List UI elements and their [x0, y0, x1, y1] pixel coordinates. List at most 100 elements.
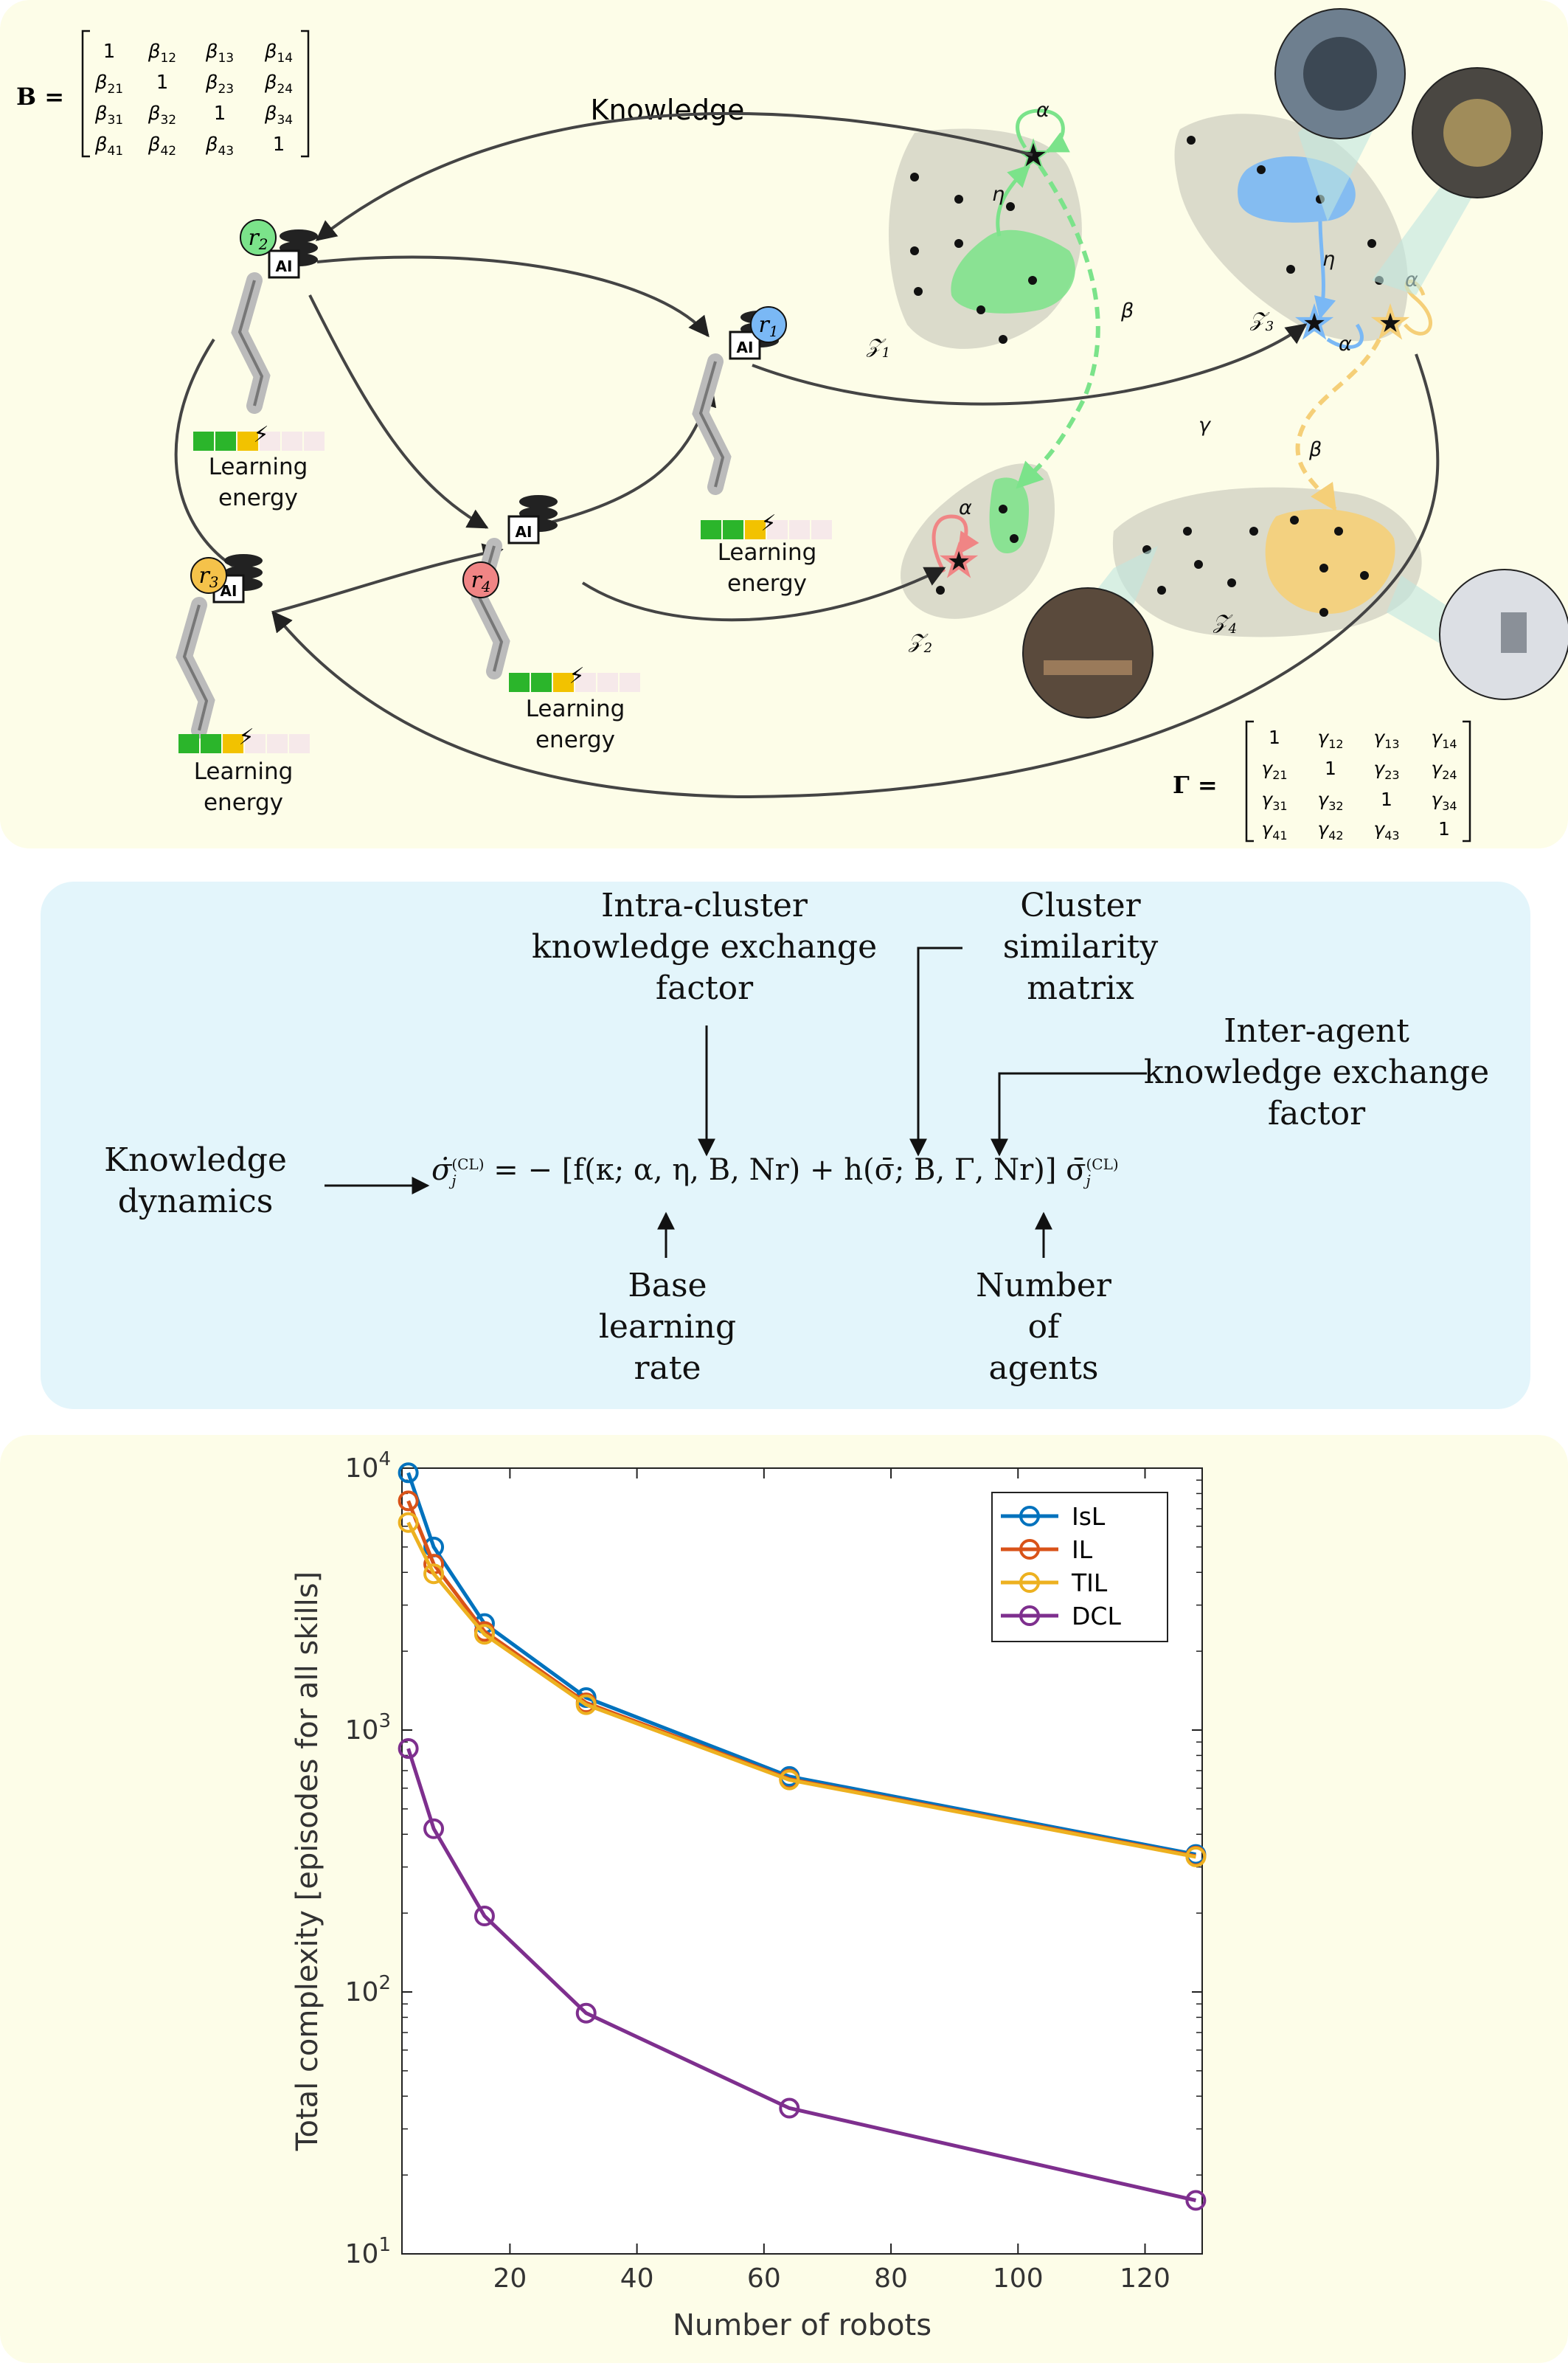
energy-segment: [811, 520, 832, 539]
point: [1319, 608, 1328, 617]
y-axis-label: Total complexity [episodes for all skill…: [291, 1571, 325, 2151]
y-tick-label: 101: [345, 2234, 391, 2269]
y-tick-label: 102: [345, 1972, 391, 2007]
label-line: of: [1027, 1308, 1060, 1346]
point: [1319, 564, 1328, 573]
gamma-label: γ: [1198, 414, 1212, 437]
label-base-learning-rate: Base learning rate: [557, 1265, 778, 1389]
equation-arrows: [325, 947, 1147, 1258]
matrix-b-name: B =: [16, 83, 64, 111]
matrix-gamma-entry: 1: [1381, 789, 1392, 810]
skill-region-green: [951, 229, 1075, 314]
data-point-DCL: [779, 2097, 800, 2119]
point: [1227, 578, 1236, 587]
matrix-b-entry: β31: [94, 103, 123, 128]
flow-r4-to-z2: [581, 567, 946, 622]
knowledge-network-panel: B = 1 β12 β13 β14 β21 1 β23 β24 β31 β32 1 β34 β41 β42…: [0, 0, 1568, 848]
label-knowledge-dynamics: Knowledge dynamics: [85, 1140, 306, 1222]
label-intra-cluster: Intra-cluster knowledge exchange factor: [513, 885, 896, 1009]
legend-marker: [1019, 1572, 1040, 1593]
energy-segment: [237, 432, 258, 451]
energy-label-line1: Learning: [193, 758, 294, 785]
label-line: learning: [598, 1308, 737, 1346]
data-point-DCL: [1185, 2190, 1207, 2211]
point: [910, 246, 919, 255]
beta-arrow-z1-z2: [1016, 165, 1100, 489]
energy-segment: [223, 734, 243, 753]
matrix-gamma-entry: γ21: [1261, 758, 1287, 782]
robot-arm-outline: [698, 361, 725, 488]
lightning-icon: ⚡: [253, 422, 268, 448]
equation-body: = − [f(κ; α, η, B, Nr) + h(σ̄; B, Γ, Nr)…: [493, 1153, 1086, 1187]
alpha-label: α: [1036, 99, 1050, 122]
legend-marker: [1019, 1539, 1040, 1560]
point: [914, 287, 923, 296]
matrix-b-entry: β34: [264, 103, 293, 128]
point: [1249, 527, 1258, 536]
label-line: factor: [1267, 1095, 1366, 1132]
label-number-of-agents: Number of agents: [933, 1265, 1154, 1389]
matrix-gamma-entry: 1: [1325, 758, 1336, 779]
label-line: Cluster: [1020, 887, 1141, 924]
label-line: similarity: [1002, 928, 1159, 966]
energy-label-line1: Learning: [208, 454, 308, 480]
matrix-b-entry: β41: [94, 134, 123, 159]
ai-chip-label: AI: [276, 257, 293, 275]
alpha-loop-z2: [932, 514, 979, 573]
data-point-TIL: [423, 1563, 445, 1585]
matrix-b-entry: β21: [94, 72, 123, 97]
label-line: Knowledge: [104, 1141, 287, 1179]
energy-label-r4: Learning energy: [509, 693, 642, 755]
knowledge-network-diagram: B = 1 β12 β13 β14 β21 1 β23 β24 β31 β32 1 β34 β41 β42…: [16, 8, 1568, 843]
alpha-label-z3: α: [1339, 333, 1352, 356]
matrix-b-entry: β32: [148, 103, 176, 128]
robot-r4: AI r4 ⚡: [462, 495, 640, 692]
point: [1334, 527, 1343, 536]
x-tick-label: 20: [493, 2263, 527, 2294]
beta-arrow-z3-z4: [1295, 338, 1381, 511]
label-line: knowledge exchange: [531, 928, 878, 966]
equation-rhs-sup: (CL): [1086, 1155, 1119, 1173]
matrix-gamma-name: Γ =: [1173, 771, 1218, 799]
matrix-gamma-entry: γ24: [1431, 758, 1457, 782]
energy-segment: [178, 734, 199, 753]
energy-segment: [620, 673, 640, 692]
x-axis-label: Number of robots: [673, 2308, 932, 2342]
flow-r1-to-z3: [752, 323, 1308, 406]
matrix-b-entry: β42: [148, 134, 176, 159]
legend-marker: [1019, 1605, 1040, 1626]
point: [1028, 276, 1037, 285]
energy-segment: [201, 734, 221, 753]
energy-label-r2: Learning energy: [192, 452, 325, 513]
skill-star-z1: ★: [1016, 134, 1051, 178]
matrix-b-entry: 1: [273, 134, 285, 156]
label-line: rate: [634, 1349, 701, 1387]
legend-label: IsL: [1072, 1502, 1106, 1531]
ai-chip-label: AI: [737, 339, 754, 356]
x-tick-label: 80: [874, 2263, 908, 2294]
energy-segment: [745, 520, 766, 539]
matrix-gamma-entry: γ42: [1317, 818, 1343, 843]
energy-segment: [215, 432, 236, 451]
ai-chip-label: AI: [221, 582, 237, 600]
flow-z1-to-r2: [315, 111, 1033, 241]
database-icon: [280, 229, 318, 243]
robot-photo-3: [1022, 587, 1154, 719]
matrix-b-entry: 1: [214, 103, 226, 125]
cluster-z2: [901, 463, 1055, 619]
robot-badge: [462, 561, 499, 598]
matrix-gamma-entry: γ12: [1317, 727, 1343, 751]
robot-badge-label: r4: [471, 567, 490, 595]
flow-r2-r3: [174, 338, 237, 570]
arrow-cluster-similarity: [909, 947, 962, 1157]
x-tick-label: 40: [620, 2263, 654, 2294]
x-tick-label: 120: [1120, 2263, 1170, 2294]
robot-badge: [240, 219, 277, 256]
energy-segment: [597, 673, 618, 692]
energy-segment: [723, 520, 743, 539]
robot-badge-label: r3: [198, 563, 218, 591]
point: [1194, 560, 1203, 569]
matrix-b-entry: β23: [205, 72, 234, 97]
data-point-IL: [398, 1490, 419, 1512]
cluster-label-z2: 𝒵2: [908, 630, 932, 656]
